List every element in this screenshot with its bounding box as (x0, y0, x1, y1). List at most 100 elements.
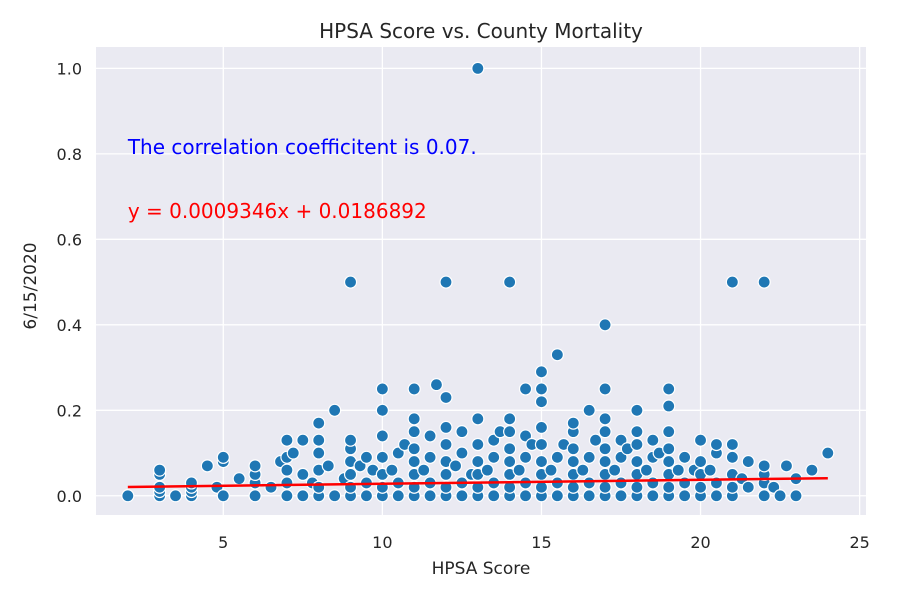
data-point (503, 412, 517, 426)
data-point (280, 489, 294, 503)
data-point (544, 463, 558, 477)
data-point (550, 489, 564, 503)
data-point (407, 454, 421, 469)
data-point (471, 412, 485, 426)
data-point (455, 489, 469, 503)
data-point (693, 433, 708, 447)
data-point (343, 275, 358, 289)
data-point (662, 480, 676, 494)
data-point (518, 450, 533, 464)
data-point (439, 437, 453, 452)
data-point (429, 378, 444, 392)
data-point (709, 489, 724, 503)
data-point (248, 459, 262, 473)
data-point (280, 433, 294, 447)
data-point (757, 489, 771, 503)
data-point (121, 489, 135, 503)
data-point (598, 318, 612, 332)
data-point (168, 489, 183, 503)
data-point (343, 433, 358, 447)
data-point (646, 476, 660, 490)
data-point (296, 489, 310, 503)
data-point (598, 454, 612, 469)
data-point (321, 459, 335, 473)
y-tick-label: 0.2 (57, 401, 82, 420)
data-point (439, 390, 453, 405)
data-point (471, 437, 485, 452)
data-point (741, 480, 755, 494)
data-point (757, 275, 771, 289)
data-point (709, 437, 724, 452)
y-tick-label: 0.0 (57, 487, 82, 506)
data-point (423, 489, 437, 503)
x-tick-label: 20 (690, 533, 710, 552)
data-point (503, 454, 517, 469)
data-point (512, 463, 526, 477)
data-point (448, 459, 463, 473)
data-point (534, 365, 549, 379)
data-point (503, 442, 517, 456)
data-point (200, 459, 214, 473)
data-point (576, 463, 590, 477)
data-point (264, 480, 278, 494)
data-point (550, 450, 564, 464)
data-point (423, 450, 437, 464)
data-point (534, 454, 549, 469)
x-tick-labels: 5 10 15 20 25 (218, 533, 870, 552)
data-point (480, 463, 494, 477)
data-point (312, 416, 326, 430)
data-point (343, 467, 358, 481)
data-point (662, 399, 676, 413)
data-point (662, 425, 676, 439)
data-point (455, 446, 469, 460)
regression-equation-annotation: y = 0.0009346x + 0.0186892 (128, 199, 427, 223)
data-point (773, 489, 787, 503)
data-point (216, 450, 230, 464)
data-point (407, 425, 421, 439)
y-tick-labels: 0.0 0.2 0.4 0.6 0.8 1.0 (57, 59, 82, 505)
data-point (487, 450, 501, 464)
data-point (328, 489, 342, 503)
data-point (534, 437, 549, 452)
data-point (296, 467, 310, 481)
data-point (693, 480, 708, 494)
data-point (534, 395, 549, 409)
data-point (280, 476, 294, 490)
data-point (588, 433, 603, 447)
data-point (741, 454, 755, 469)
data-point (598, 480, 612, 494)
data-point (286, 446, 300, 460)
data-point (703, 463, 717, 477)
data-point (789, 489, 803, 503)
data-point (582, 450, 596, 464)
data-point (725, 450, 739, 464)
x-tick-label: 5 (218, 533, 228, 552)
data-point (518, 489, 533, 503)
data-point (534, 420, 549, 434)
data-point (630, 403, 644, 417)
data-point (439, 275, 453, 289)
y-tick-label: 0.4 (57, 316, 82, 335)
x-axis-label: HPSA Score (432, 559, 531, 579)
data-point (407, 442, 421, 456)
data-point (439, 420, 453, 434)
data-point (417, 463, 431, 477)
data-point (821, 446, 835, 460)
data-point (566, 454, 580, 469)
data-point (153, 463, 167, 477)
data-point (248, 489, 262, 503)
data-point (312, 480, 326, 494)
data-point (646, 433, 660, 447)
data-point (582, 489, 596, 503)
data-point (216, 489, 230, 503)
data-point (693, 454, 708, 469)
x-tick-label: 25 (849, 533, 869, 552)
data-point (566, 416, 580, 430)
data-point (423, 429, 437, 443)
data-point (805, 463, 819, 477)
correlation-annotation: The correlation coefficitent is 0.07. (127, 135, 477, 159)
data-point (312, 446, 326, 460)
data-point (671, 463, 685, 477)
data-point (471, 454, 485, 469)
data-point (662, 454, 676, 469)
